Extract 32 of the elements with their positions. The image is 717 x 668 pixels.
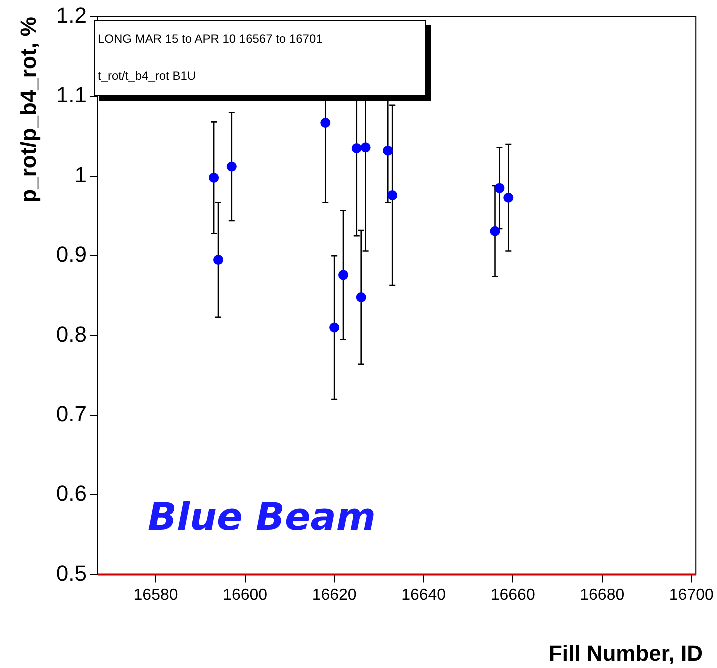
y-tick-label: 0.7 <box>56 401 87 426</box>
x-tick-label: 16680 <box>580 586 625 604</box>
point <box>352 143 362 154</box>
y-tick-label: 0.6 <box>56 481 87 506</box>
point <box>490 226 500 236</box>
y-tick-label: 1.1 <box>56 82 87 108</box>
point <box>360 142 371 153</box>
point <box>330 322 340 333</box>
x-tick-label: 16660 <box>490 586 536 604</box>
point <box>226 162 237 172</box>
y-tick-label: 0.9 <box>56 242 87 268</box>
point <box>209 172 220 183</box>
x-tick-label: 16580 <box>134 586 178 604</box>
x-tick-label: 16620 <box>312 586 357 604</box>
point <box>214 255 224 266</box>
x-tick-label: 16600 <box>223 586 268 604</box>
point <box>320 118 331 128</box>
point <box>388 190 398 200</box>
y-tick-label: 1.2 <box>56 3 87 28</box>
point <box>504 192 514 203</box>
point <box>338 270 348 280</box>
y-axis-title: p_rot/p_b4_rot, % <box>16 17 42 203</box>
point <box>356 292 366 302</box>
point <box>383 146 394 156</box>
annotation: Blue Beam <box>148 494 376 539</box>
x-tick-label: 16700 <box>669 586 714 604</box>
y-tick-label: 0.8 <box>56 322 87 347</box>
x-axis-title: Fill Number, ID <box>548 641 703 666</box>
point <box>494 183 505 194</box>
y-tick-label: 1 <box>74 162 87 188</box>
y-tick-label: 0.5 <box>56 560 87 586</box>
x-tick-label: 16640 <box>402 586 446 604</box>
